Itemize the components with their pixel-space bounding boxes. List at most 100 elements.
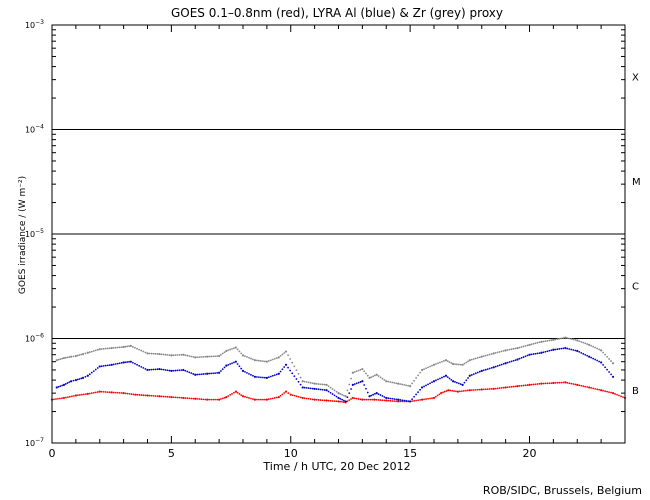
trace-dot bbox=[90, 350, 93, 353]
trace-dot bbox=[271, 358, 274, 361]
trace-dot bbox=[372, 393, 375, 396]
trace-dot bbox=[359, 368, 362, 371]
trace-dot bbox=[124, 392, 127, 395]
trace-dot bbox=[590, 387, 593, 389]
trace-dot bbox=[221, 352, 224, 355]
trace-dot bbox=[198, 356, 201, 359]
trace-dot bbox=[156, 353, 159, 355]
trace-dot bbox=[204, 398, 207, 401]
trace-dot bbox=[214, 398, 217, 401]
trace-dot bbox=[417, 374, 419, 377]
data-point bbox=[146, 394, 149, 397]
trace-dot bbox=[126, 345, 129, 348]
trace-dot bbox=[548, 382, 551, 385]
trace-dot bbox=[550, 339, 553, 342]
data-point bbox=[516, 346, 519, 350]
trace-dot bbox=[608, 371, 610, 373]
data-point bbox=[461, 363, 464, 366]
trace-dot bbox=[391, 381, 394, 384]
data-point bbox=[182, 368, 185, 372]
data-point bbox=[361, 380, 364, 383]
trace-dot bbox=[246, 356, 248, 358]
trace-dot bbox=[395, 400, 398, 403]
trace-dot bbox=[220, 370, 222, 372]
trace-dot bbox=[568, 337, 571, 340]
trace-dot bbox=[299, 396, 302, 399]
trace-dot bbox=[490, 353, 493, 355]
trace-dot bbox=[116, 391, 119, 394]
trace-dot bbox=[616, 393, 618, 396]
trace-dot bbox=[544, 350, 547, 353]
trace-dot bbox=[269, 397, 272, 400]
data-point bbox=[468, 374, 471, 377]
trace-dot bbox=[287, 366, 289, 369]
trace-dot bbox=[594, 387, 597, 390]
trace-dot bbox=[150, 368, 153, 371]
trace-dot bbox=[411, 398, 414, 400]
trace-dot bbox=[327, 385, 330, 388]
data-point bbox=[129, 360, 132, 363]
chart-title: GOES 0.1–0.8nm (red), LYRA Al (blue) & Z… bbox=[171, 6, 503, 20]
trace-dot bbox=[450, 378, 453, 381]
data-point bbox=[504, 349, 507, 352]
trace-dot bbox=[66, 382, 69, 384]
trace-dot bbox=[321, 383, 324, 386]
data-point bbox=[397, 398, 400, 401]
trace-dot bbox=[512, 347, 515, 350]
trace-dot bbox=[574, 349, 577, 352]
trace-dot bbox=[449, 389, 452, 392]
trace-dot bbox=[305, 381, 308, 383]
data-point bbox=[588, 343, 591, 346]
trace-dot bbox=[602, 351, 605, 354]
data-point bbox=[588, 355, 591, 358]
trace-dot bbox=[154, 352, 157, 355]
data-point bbox=[440, 392, 443, 395]
trace-dot bbox=[478, 370, 481, 373]
trace-dot bbox=[216, 372, 219, 374]
trace-dot bbox=[84, 352, 87, 355]
trace-dot bbox=[470, 374, 473, 376]
trace-dot bbox=[538, 341, 541, 344]
trace-dot bbox=[180, 369, 183, 372]
trace-dot bbox=[142, 366, 145, 369]
trace-dot bbox=[236, 348, 239, 351]
trace-dot bbox=[57, 385, 60, 388]
trace-dot bbox=[172, 354, 175, 357]
trace-dot bbox=[484, 388, 487, 391]
trace-dot bbox=[256, 398, 258, 401]
trace-dot bbox=[456, 363, 458, 366]
trace-dot bbox=[212, 372, 215, 375]
trace-dot bbox=[262, 398, 264, 401]
trace-dot bbox=[466, 389, 469, 392]
trace-dot bbox=[522, 356, 525, 358]
trace-dot bbox=[427, 366, 429, 369]
trace-dot bbox=[317, 383, 320, 385]
trace-dot bbox=[248, 372, 250, 375]
data-point bbox=[611, 392, 615, 395]
trace-dot bbox=[508, 386, 511, 388]
trace-dot bbox=[246, 396, 248, 399]
data-point bbox=[576, 383, 579, 386]
trace-dot bbox=[291, 394, 294, 397]
trace-dot bbox=[353, 383, 356, 386]
trace-dot bbox=[395, 398, 398, 401]
trace-dot bbox=[562, 337, 565, 339]
trace-dot bbox=[341, 400, 343, 403]
trace-dot bbox=[411, 382, 414, 385]
trace-dot bbox=[423, 398, 425, 401]
trace-dot bbox=[287, 392, 290, 395]
trace-dot bbox=[192, 356, 195, 358]
trace-dot bbox=[572, 383, 575, 385]
trace-dot bbox=[474, 388, 477, 391]
data-point bbox=[62, 383, 66, 386]
data-point bbox=[218, 398, 221, 401]
trace-dot bbox=[558, 348, 561, 350]
data-point bbox=[452, 380, 455, 383]
data-point bbox=[564, 336, 567, 339]
trace-dot bbox=[556, 338, 559, 341]
trace-dot bbox=[538, 382, 541, 385]
flare-class-label: C bbox=[632, 282, 639, 293]
data-point bbox=[284, 363, 288, 366]
trace-dot bbox=[554, 348, 557, 351]
trace-dot bbox=[208, 398, 211, 401]
